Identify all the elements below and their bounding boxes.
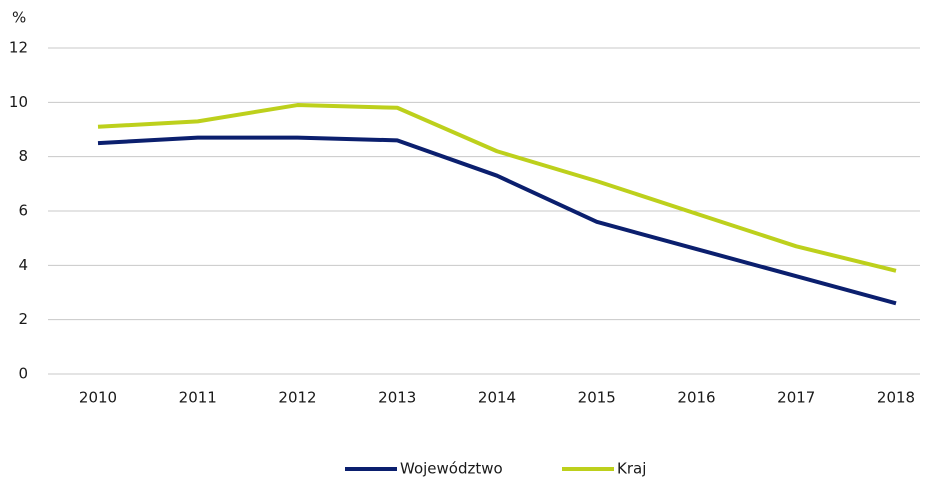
y-tick-label: 12 (9, 39, 28, 57)
y-tick-label: 8 (18, 147, 28, 165)
x-tick-label: 2013 (378, 389, 416, 407)
series-line (97, 135, 897, 306)
x-tick-label: 2011 (179, 389, 217, 407)
y-tick-label: 2 (18, 310, 28, 328)
x-tick-label: 2018 (877, 389, 915, 407)
legend-label: Województwo (400, 460, 503, 478)
x-tick-label: 2010 (79, 389, 117, 407)
y-tick-label: 0 (18, 365, 28, 383)
legend-label: Kraj (617, 460, 646, 478)
y-tick-label: 4 (18, 256, 28, 274)
x-tick-label: 2015 (578, 389, 616, 407)
x-tick-label: 2017 (777, 389, 815, 407)
y-tick-label: 10 (9, 93, 28, 111)
series-line (97, 103, 897, 273)
x-tick-label: 2012 (278, 389, 316, 407)
x-tick-label: 2016 (677, 389, 715, 407)
y-tick-label: 6 (18, 202, 28, 220)
x-tick-label: 2014 (478, 389, 516, 407)
y-axis-label: % (12, 9, 26, 27)
